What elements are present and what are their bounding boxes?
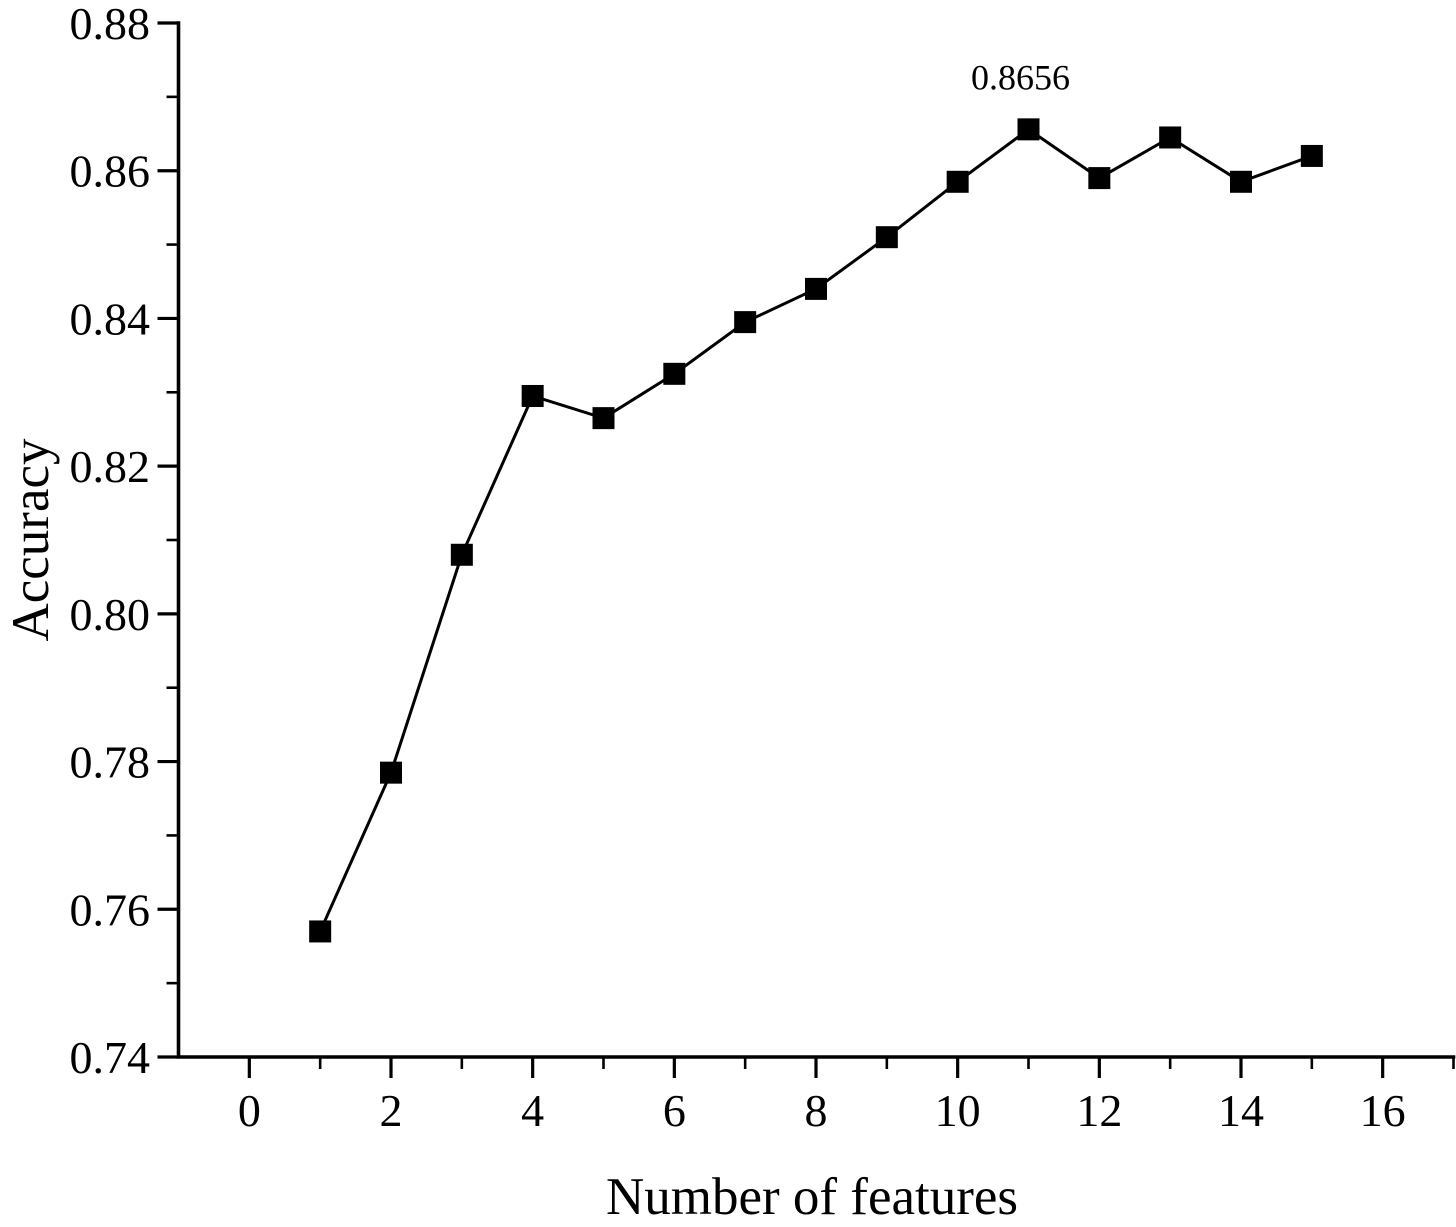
y-tick-label: 0.86 [70, 146, 151, 197]
axes-layer [176, 21, 1456, 1059]
data-point-marker [1159, 126, 1182, 149]
data-point-marker [1088, 167, 1111, 190]
data-point-marker [309, 920, 332, 943]
data-point-marker [875, 226, 898, 249]
data-point-marker [380, 761, 402, 784]
tick-labels-layer: 0 2 4 6 8 10 12 14 16 0.74 0.76 0.78 0.80 0.82 0.84 0.8… [70, 0, 1406, 1136]
x-tick-label: 0 [238, 1085, 261, 1136]
y-tick-label: 0.74 [70, 1032, 151, 1083]
y-tick-label: 0.80 [70, 589, 151, 640]
y-tick-label: 0.78 [70, 737, 151, 788]
y-tick-label: 0.76 [70, 884, 151, 935]
ticks-layer [157, 21, 1455, 1078]
x-axis-label: Number of features [606, 1168, 1018, 1222]
x-tick-label: 16 [1360, 1085, 1406, 1136]
x-tick-label: 6 [663, 1085, 686, 1136]
y-tick-label: 0.84 [70, 293, 151, 344]
peak-annotation: 0.8656 [971, 57, 1070, 97]
x-tick-label: 4 [521, 1085, 544, 1136]
series-line [318, 127, 1313, 933]
data-point-marker [592, 407, 615, 430]
x-tick-label: 2 [380, 1085, 403, 1136]
data-point-marker [521, 384, 544, 407]
x-tick-label: 12 [1076, 1085, 1122, 1136]
x-tick-label: 14 [1218, 1085, 1264, 1136]
y-axis-label: Accuracy [2, 438, 60, 642]
x-tick-label: 8 [805, 1085, 828, 1136]
data-point-marker [1017, 118, 1040, 141]
x-tick-label: 10 [935, 1085, 981, 1136]
data-point-marker [663, 362, 686, 385]
data-point-marker [734, 311, 757, 334]
data-point-marker [1230, 170, 1252, 193]
data-point-marker [946, 170, 969, 193]
y-tick-label: 0.82 [70, 441, 151, 492]
axes-spines [176, 21, 1456, 1059]
data-point-marker [1300, 144, 1323, 167]
data-point-marker [450, 543, 473, 566]
data-point-marker [805, 277, 827, 300]
series-layer [309, 118, 1323, 943]
y-tick-label: 0.88 [70, 0, 151, 49]
